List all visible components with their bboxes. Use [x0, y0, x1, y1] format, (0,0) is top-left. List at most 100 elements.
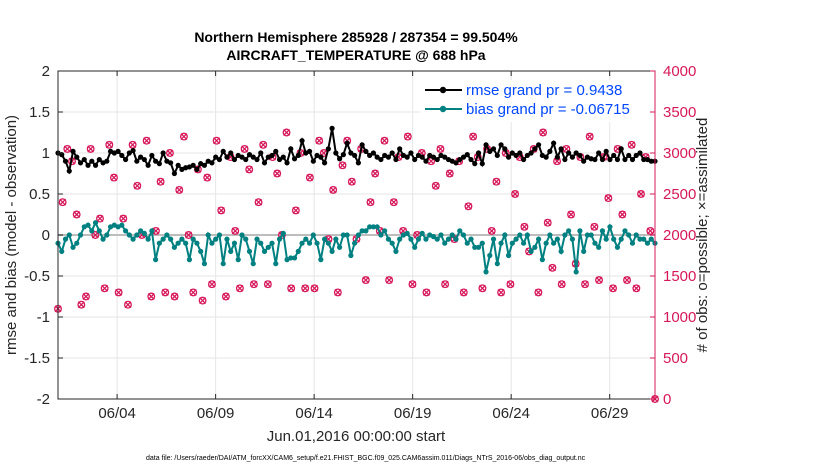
bias-marker	[547, 232, 553, 238]
bias-marker	[483, 269, 489, 275]
bias-marker	[258, 240, 264, 246]
bias-marker	[539, 257, 545, 263]
rmse-marker	[363, 148, 369, 154]
obs-assimilated-marker	[273, 170, 281, 177]
obs-possible-marker	[408, 280, 417, 289]
obs-possible-marker	[105, 140, 114, 149]
obs-assimilated-marker	[185, 231, 193, 239]
y-right-tick-label: 0	[663, 391, 671, 408]
obs-possible-marker	[291, 206, 300, 215]
rmse-marker	[509, 150, 515, 156]
obs-assimilated-marker	[581, 280, 589, 288]
obs-assimilated-marker	[311, 284, 318, 292]
bias-marker	[558, 248, 564, 254]
obs-assimilated-marker	[432, 182, 440, 190]
obs-possible-marker	[445, 169, 454, 178]
obs-assimilated-marker	[213, 137, 221, 145]
obs-assimilated-marker	[348, 178, 356, 186]
rmse-marker	[581, 158, 587, 164]
rmse-marker	[633, 152, 639, 159]
bias-marker	[228, 248, 234, 254]
rmse-marker	[201, 162, 208, 168]
bias-marker	[141, 230, 147, 236]
obs-assimilated-marker	[464, 202, 472, 210]
obs-assimilated-marker	[124, 301, 132, 309]
obs-assimilated-marker	[460, 288, 468, 296]
obs-possible-marker	[567, 210, 575, 219]
rmse-marker	[329, 125, 335, 131]
rmse-marker	[370, 150, 376, 156]
rmse-marker	[607, 156, 613, 163]
obs-possible-marker	[133, 181, 142, 190]
rmse-marker	[284, 160, 290, 166]
rmse-marker	[258, 150, 264, 156]
rmse-marker	[273, 148, 279, 154]
bias-marker	[644, 240, 651, 246]
obs-possible-marker	[221, 292, 230, 301]
bias-marker	[363, 228, 369, 234]
bias-marker	[524, 232, 530, 238]
bias-marker	[468, 236, 474, 242]
bias-marker	[205, 232, 211, 238]
obs-possible-marker	[366, 198, 375, 207]
bias-marker	[96, 228, 102, 234]
bias-marker	[584, 232, 591, 238]
obs-possible-marker	[385, 276, 394, 285]
obs-possible-marker	[114, 288, 123, 297]
obs-possible-marker	[96, 214, 104, 223]
bias-marker	[592, 240, 598, 246]
obs-assimilated-marker	[217, 206, 225, 214]
bias-marker	[517, 232, 523, 238]
bias-marker	[513, 236, 519, 242]
rmse-marker	[209, 160, 215, 166]
rmse-marker	[295, 152, 301, 159]
rmse-marker	[321, 160, 328, 166]
rmse-marker	[153, 158, 159, 164]
obs-assimilated-marker	[133, 182, 141, 190]
bias-marker	[532, 244, 538, 250]
rmse-marker	[385, 154, 392, 160]
obs-assimilated-marker	[441, 280, 449, 288]
obs-possible-marker	[497, 288, 506, 297]
obs-assimilated-marker	[567, 211, 575, 218]
bias-marker	[367, 224, 373, 230]
bias-marker	[85, 222, 91, 228]
rmse-marker	[280, 154, 286, 160]
obs-possible-marker	[464, 202, 473, 211]
rmse-marker	[460, 154, 467, 160]
rmse-marker	[520, 156, 527, 163]
rmse-marker	[145, 162, 151, 168]
obs-possible-marker	[534, 288, 543, 297]
obs-assimilated-marker	[82, 293, 90, 300]
rmse-marker	[359, 142, 365, 148]
obs-possible-marker	[282, 128, 291, 137]
bias-marker	[295, 248, 301, 254]
y-left-tick-label: -1.5	[24, 350, 50, 367]
y-right-tick-label: 4000	[663, 63, 696, 80]
rmse-marker	[367, 152, 373, 159]
obs-assimilated-marker	[101, 284, 109, 292]
rmse-marker	[423, 158, 429, 164]
bias-marker	[382, 228, 388, 234]
bias-marker	[325, 240, 331, 246]
rmse-marker	[276, 156, 283, 163]
rmse-marker	[134, 158, 140, 164]
rmse-marker	[498, 142, 504, 148]
legend: rmse grand pr = 0.9438 bias grand pr = -…	[420, 80, 650, 122]
obs-assimilated-marker	[115, 288, 123, 296]
rmse-marker	[389, 150, 395, 156]
bias-marker	[490, 236, 497, 242]
bias-marker	[100, 236, 106, 242]
rmse-marker	[77, 160, 84, 166]
bias-marker	[299, 240, 305, 246]
obs-assimilated-marker	[306, 174, 314, 182]
rmse-marker	[419, 154, 425, 160]
bias-marker	[318, 257, 324, 263]
bias-marker	[119, 222, 125, 228]
rmse-marker	[228, 150, 234, 156]
rmse-marker	[457, 156, 463, 163]
obs-assimilated-marker	[488, 227, 496, 235]
bias-marker	[186, 257, 193, 263]
rmse-marker	[479, 161, 485, 167]
bias-marker	[412, 244, 418, 250]
